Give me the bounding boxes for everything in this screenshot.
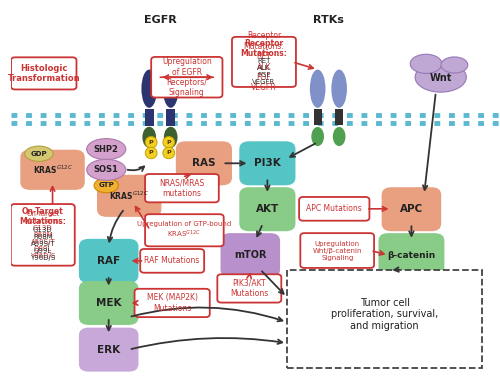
Ellipse shape [312, 127, 324, 146]
Text: Upregulation
of EGFR
Receptors/
Signaling: Upregulation of EGFR Receptors/ Signalin… [162, 57, 212, 97]
Text: P: P [166, 140, 171, 145]
FancyBboxPatch shape [335, 109, 343, 125]
Text: G13D
R68M
A59S/T
Q99L
Y96D/S: G13D R68M A59S/T Q99L Y96D/S [30, 227, 56, 262]
FancyBboxPatch shape [134, 289, 210, 317]
Text: RAF: RAF [97, 256, 120, 266]
Ellipse shape [146, 137, 157, 148]
Text: Upregulation
Wnt/β-catenin
Signaling: Upregulation Wnt/β-catenin Signaling [312, 240, 362, 260]
Text: P: P [149, 151, 154, 156]
Text: PI3K: PI3K [254, 158, 281, 168]
Text: RTKs: RTKs [313, 15, 344, 25]
Ellipse shape [163, 137, 174, 148]
Text: APC: APC [400, 204, 423, 214]
FancyBboxPatch shape [79, 239, 138, 283]
Text: Wnt: Wnt [430, 73, 452, 83]
FancyBboxPatch shape [79, 328, 138, 372]
Text: Upregulation of GTP-bound
KRAS$^{G12C}$: Upregulation of GTP-bound KRAS$^{G12C}$ [138, 221, 232, 240]
Ellipse shape [142, 70, 157, 108]
Text: PIK3/AKT
Mutations: PIK3/AKT Mutations [230, 279, 268, 298]
Text: ERK: ERK [97, 344, 120, 355]
Ellipse shape [163, 147, 174, 159]
FancyBboxPatch shape [20, 150, 85, 190]
FancyBboxPatch shape [314, 109, 322, 125]
Ellipse shape [441, 57, 468, 73]
Text: Receptor
Mutations:: Receptor Mutations: [240, 39, 288, 58]
Text: P: P [166, 151, 171, 156]
FancyBboxPatch shape [240, 187, 296, 231]
FancyBboxPatch shape [232, 37, 296, 87]
Ellipse shape [146, 147, 157, 159]
FancyBboxPatch shape [218, 274, 282, 303]
FancyBboxPatch shape [300, 233, 374, 268]
Ellipse shape [142, 127, 156, 148]
Ellipse shape [410, 54, 442, 73]
Text: mTOR: mTOR [234, 250, 266, 260]
Ellipse shape [86, 159, 126, 180]
FancyBboxPatch shape [145, 109, 154, 126]
Ellipse shape [333, 127, 345, 146]
FancyBboxPatch shape [11, 57, 76, 89]
Text: EGFR: EGFR [144, 15, 176, 25]
FancyBboxPatch shape [151, 57, 222, 98]
FancyBboxPatch shape [97, 175, 162, 217]
Text: GTP: GTP [98, 182, 114, 189]
Text: SHP2: SHP2 [94, 145, 118, 154]
Text: MEK (MAP2K)
Mutations: MEK (MAP2K) Mutations [146, 293, 198, 313]
Ellipse shape [163, 70, 178, 108]
Text: On-Target
Mutations:
G13D
R68M
A59S/T
Q99L
Y96D/S: On-Target Mutations: G13D R68M A59S/T Q9… [24, 211, 62, 259]
FancyBboxPatch shape [11, 204, 75, 266]
FancyBboxPatch shape [240, 141, 296, 185]
Text: KRAS$^{G12C}$: KRAS$^{G12C}$ [32, 164, 72, 176]
Ellipse shape [86, 139, 126, 160]
Text: Receptor
Mutations:
RET
ALK
FGF
VEGFR: Receptor Mutations: RET ALK FGF VEGFR [244, 31, 284, 93]
FancyBboxPatch shape [220, 233, 280, 277]
Text: β-catenin: β-catenin [388, 251, 436, 260]
Ellipse shape [332, 70, 347, 108]
FancyBboxPatch shape [145, 214, 224, 246]
Text: AKT: AKT [256, 204, 279, 214]
Ellipse shape [310, 70, 326, 108]
Text: GDP: GDP [30, 151, 47, 157]
Text: RAS: RAS [192, 158, 216, 168]
FancyBboxPatch shape [140, 249, 204, 273]
FancyBboxPatch shape [79, 281, 138, 325]
FancyBboxPatch shape [287, 270, 482, 368]
Text: SOS1: SOS1 [94, 165, 118, 174]
Ellipse shape [164, 127, 177, 148]
FancyBboxPatch shape [382, 187, 441, 231]
FancyBboxPatch shape [166, 109, 175, 126]
Ellipse shape [415, 62, 467, 92]
Text: P: P [149, 140, 154, 145]
FancyBboxPatch shape [299, 197, 370, 221]
Text: NRAS/MRAS
mutations: NRAS/MRAS mutations [160, 179, 204, 198]
Text: RET
ALK
FGF
VEGFR: RET ALK FGF VEGFR [252, 58, 276, 85]
FancyBboxPatch shape [145, 174, 219, 202]
Text: Tumor cell
proliferation, survival,
and migration: Tumor cell proliferation, survival, and … [331, 298, 438, 331]
Ellipse shape [24, 146, 53, 161]
FancyBboxPatch shape [378, 233, 444, 277]
Text: On-Target
Mutations:: On-Target Mutations: [20, 207, 66, 226]
Text: KRAS$^{G12C}$: KRAS$^{G12C}$ [109, 190, 149, 202]
Text: APC Mutations: APC Mutations [306, 204, 362, 214]
Text: MEK: MEK [96, 298, 122, 308]
Text: RAF Mutations: RAF Mutations [144, 257, 200, 265]
FancyBboxPatch shape [176, 141, 232, 185]
Text: Histologic
Transformation: Histologic Transformation [8, 64, 80, 83]
Ellipse shape [94, 178, 118, 193]
